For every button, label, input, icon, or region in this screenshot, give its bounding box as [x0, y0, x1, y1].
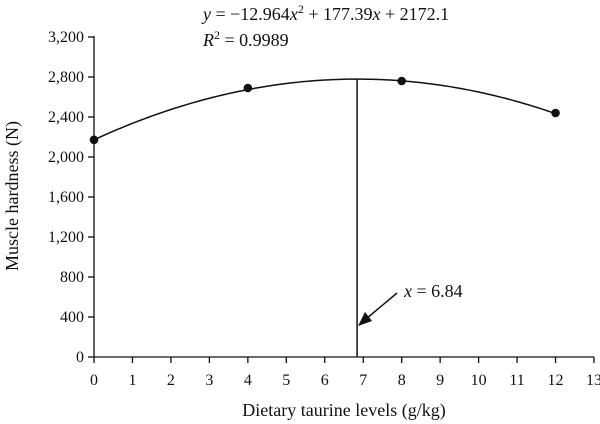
data-points: [89, 76, 560, 145]
x-tick-label: 7: [359, 372, 367, 389]
equation-label: y = −12.964x2 + 177.39x + 2172.1: [201, 2, 449, 24]
x-tick-label: 9: [436, 372, 444, 389]
optimum-arrow-shaft: [365, 292, 398, 320]
y-tick-label: 0: [76, 349, 84, 366]
x-tick-label: 13: [586, 372, 600, 389]
data-point: [89, 135, 99, 145]
y-tick-label: 3,200: [48, 29, 84, 46]
data-point: [551, 108, 560, 118]
data-point: [397, 76, 406, 86]
r-squared-label: R2 = 0.9989: [202, 28, 289, 50]
y-tick-label: 1,200: [48, 229, 84, 246]
y-tick-label: 2,400: [48, 109, 84, 126]
y-tick-label: 400: [60, 309, 84, 326]
x-tick-label: 6: [321, 372, 329, 389]
y-ticks: 0 400 800 1,200 1,600 2,000 2,400 2,800 3,200: [48, 29, 94, 366]
optimum-label: x = 6.84: [403, 281, 463, 301]
x-tick-label: 5: [282, 372, 290, 389]
x-tick-label: 10: [471, 372, 487, 389]
x-tick-label: 2: [167, 372, 175, 389]
x-ticks: 0 1 2 3 4 5 6 7 8 9 10 11 12 13: [90, 357, 600, 389]
x-tick-label: 3: [205, 372, 213, 389]
x-tick-label: 8: [398, 372, 406, 389]
fit-curve: [93, 78, 556, 141]
x-axis-title: Dietary taurine levels (g/kg): [242, 400, 445, 421]
optimum-arrow-head: [358, 312, 372, 326]
y-tick-label: 1,600: [48, 189, 84, 206]
x-tick-label: 1: [128, 372, 136, 389]
y-tick-label: 2,000: [48, 149, 84, 166]
x-tick-label: 12: [548, 372, 564, 389]
data-point: [243, 83, 253, 93]
x-tick-label: 4: [244, 372, 252, 389]
x-tick-label: 11: [509, 372, 524, 389]
y-tick-label: 2,800: [48, 69, 84, 86]
y-axis-title: Muscle hardness (N): [2, 121, 23, 271]
x-tick-label: 0: [90, 372, 98, 389]
y-tick-label: 800: [60, 269, 84, 286]
